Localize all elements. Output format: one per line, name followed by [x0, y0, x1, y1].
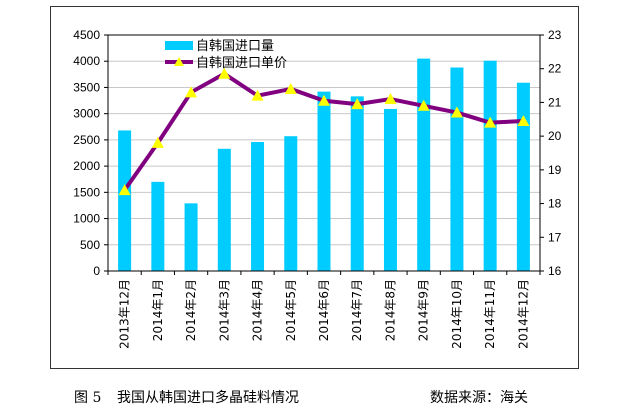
x-tick-label: 2014年1月 [151, 279, 165, 341]
x-tick-label: 2014年7月 [350, 279, 364, 341]
bar [417, 58, 431, 271]
x-tick-label: 2013年12月 [118, 279, 132, 349]
price-marker [450, 106, 463, 118]
x-tick-label: 2014年4月 [251, 279, 265, 341]
price-marker [284, 82, 297, 94]
price-marker [151, 136, 164, 148]
y-right-tick-label: 19 [548, 163, 562, 177]
y-right-tick-label: 23 [548, 28, 562, 42]
y-right-tick-label: 18 [548, 197, 562, 211]
price-marker [251, 89, 264, 101]
bar [284, 136, 298, 271]
bar [383, 108, 397, 272]
price-marker [417, 99, 430, 111]
legend-line-marker [174, 57, 184, 66]
y-left-tick-label: 2500 [73, 133, 100, 147]
bar [350, 96, 364, 271]
y-right-tick-label: 21 [548, 95, 562, 109]
y-left-tick-label: 1000 [73, 212, 100, 226]
x-tick-label: 2014年3月 [217, 279, 231, 341]
chart-frame [50, 6, 579, 369]
bar [450, 67, 464, 271]
bar [483, 60, 497, 271]
bar [217, 148, 231, 271]
y-left-tick-label: 3500 [73, 80, 100, 94]
x-tick-label: 2014年9月 [417, 279, 431, 341]
price-marker [185, 86, 198, 98]
legend-bar-label: 自韩国进口量 [196, 39, 274, 54]
y-right-tick-label: 20 [548, 129, 562, 143]
price-marker [218, 67, 231, 79]
y-right-tick-label: 22 [548, 62, 562, 76]
bar [184, 203, 198, 271]
x-tick-label: 2014年10月 [450, 279, 464, 349]
bar [317, 91, 331, 271]
y-left-tick-label: 2000 [73, 159, 100, 173]
price-marker [318, 94, 330, 106]
y-left-tick-label: 3000 [73, 107, 100, 121]
price-marker [484, 116, 497, 128]
price-marker [517, 114, 530, 126]
x-tick-label: 2014年5月 [284, 279, 298, 341]
y-right-tick-label: 16 [548, 264, 562, 278]
x-tick-label: 2014年12月 [516, 279, 530, 349]
y-left-tick-label: 4500 [73, 28, 100, 42]
x-tick-label: 2014年8月 [383, 279, 397, 341]
y-left-tick-label: 500 [80, 238, 100, 252]
figure-title: 我国从韩国进口多晶硅料情况 [117, 390, 299, 406]
bar [118, 130, 132, 271]
x-tick-label: 2014年6月 [317, 279, 331, 341]
x-tick-label: 2014年2月 [184, 279, 198, 341]
data-source: 数据来源：海关 [430, 390, 528, 406]
bar [516, 82, 530, 271]
price-marker [118, 184, 131, 196]
bar [151, 181, 165, 271]
figure-number: 图 5 [74, 390, 102, 406]
legend-bar-swatch [165, 41, 193, 50]
legend-line-label: 自韩国进口单价 [196, 56, 287, 71]
y-left-tick-label: 0 [93, 264, 100, 278]
y-right-tick-label: 17 [548, 230, 562, 244]
x-tick-label: 2014年11月 [483, 279, 497, 349]
price-marker [351, 98, 364, 110]
price-marker [384, 93, 397, 105]
y-left-tick-label: 4000 [73, 54, 100, 68]
y-left-tick-label: 1500 [73, 185, 100, 199]
bar [251, 141, 265, 271]
